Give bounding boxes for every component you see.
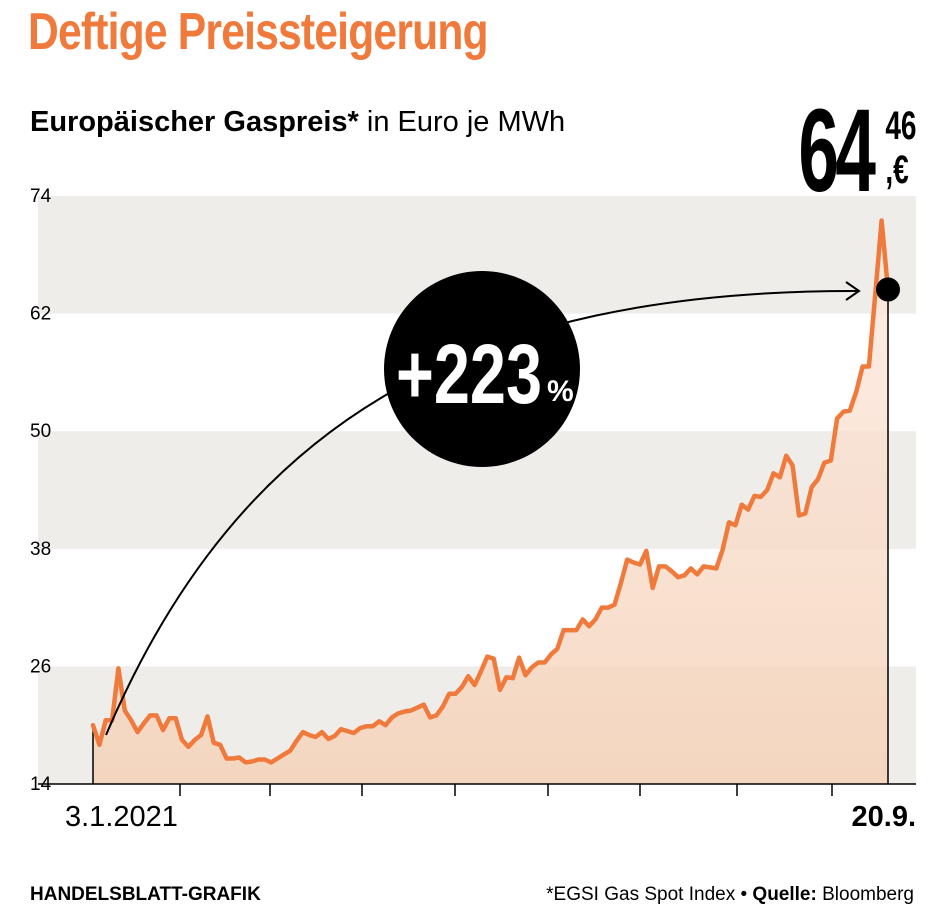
- price-integer: 64: [798, 85, 876, 217]
- footer-note: *EGSI Gas Spot Index: [546, 884, 736, 905]
- current-price: 64 46 ,€: [753, 85, 916, 217]
- last-value-dot: [876, 277, 900, 302]
- change-badge: [384, 271, 580, 467]
- growth-arrow: [105, 289, 859, 736]
- footer-source-label: Quelle:: [752, 884, 817, 905]
- footer-bullet: •: [740, 884, 748, 905]
- y-tick-label: 38: [30, 539, 51, 560]
- y-tick-label: 62: [30, 304, 51, 325]
- price-currency: ,€: [884, 148, 909, 192]
- chart-subtitle: Europäischer Gaspreis* in Euro je MWh: [30, 106, 565, 139]
- y-tick-label: 26: [30, 656, 51, 677]
- price-decimals: 46: [884, 104, 916, 148]
- price-fraction: 46 ,€: [885, 104, 916, 192]
- subtitle-series-name: Europäischer Gaspreis*: [30, 106, 359, 138]
- arrow-head: [845, 281, 861, 301]
- area-fill: [93, 220, 888, 784]
- change-badge-unit: %: [547, 375, 574, 408]
- footer-source-name: Bloomberg: [822, 884, 914, 905]
- chart-title: Deftige Preissteigerung: [28, 3, 489, 61]
- change-badge-value: +223: [396, 327, 542, 421]
- y-tick-label: 50: [30, 421, 51, 442]
- subtitle-unit: in Euro je MWh: [366, 106, 566, 138]
- series-line: [90, 218, 891, 765]
- footer-source: *EGSI Gas Spot Index • Quelle: Bloomberg: [546, 884, 914, 906]
- footer-credit: HANDELSBLATT-GRAFIK: [30, 884, 261, 905]
- y-tick-label: 74: [30, 186, 52, 207]
- x-start-label: 3.1.2021: [65, 801, 178, 833]
- x-end-label: 20.9.: [852, 801, 917, 833]
